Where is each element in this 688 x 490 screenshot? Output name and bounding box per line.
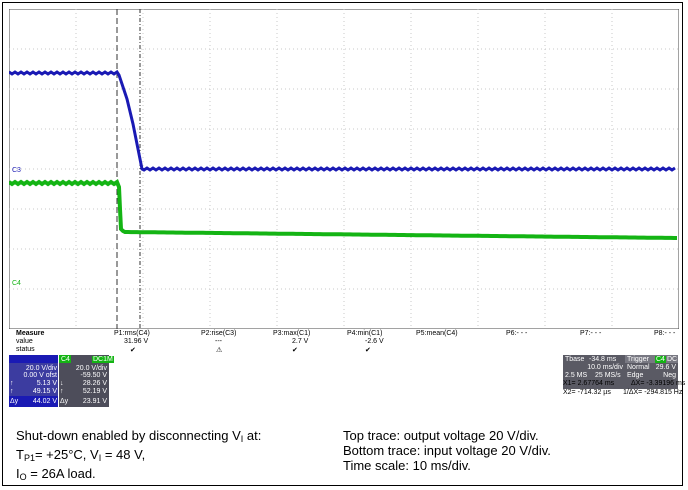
timebase-panel[interactable]: Tbase -34.8 ms Trigger C4 DC 10.0 ms/div… [563,355,678,389]
measure-p7-label: P7:- - - [580,330,602,337]
cursor1-c4-arrow: ↓ [60,380,64,387]
cursor-x1: X1= 2.67764 ms [563,380,615,387]
caption-bottom-trace: Bottom trace: input voltage 20 V/div. [343,443,551,458]
measure-p5-label: P5:mean(C4) [416,330,458,337]
measure-p2-status: ⚠ [216,347,223,354]
c4-marker: C4 [12,280,21,287]
measure-p1-value: 31.96 V [124,338,149,345]
c3-marker: C3 [12,167,21,174]
measure-p1-status: ✔ [130,347,136,354]
delta-label-c4: Δy [60,398,69,405]
delta-c3: 44.02 V [32,398,57,405]
row-label-value: value [16,338,33,345]
trigger-coupling: DC [667,356,678,363]
c4-scale: 20.0 V/div [75,365,107,372]
measure-p3-value: 2.7 V [292,338,309,345]
c3-scale: 20.0 V/div [25,365,57,372]
c4-offset: -59.50 V [80,372,107,379]
cursor2-c4-arrow: ↑ [60,388,64,395]
trigger-bar [625,355,678,363]
delta-c4: 23.91 V [82,398,107,405]
trigger-label: Trigger [627,356,649,363]
output-voltage-trace [9,69,676,172]
cursor-lines [116,9,141,329]
channel-panel[interactable]: C4 DC1M 20.0 V/div 0.00 V ofst 20.0 V/di… [9,355,114,407]
timebase-div: 10.0 ms/div [587,364,623,371]
caption-conditions: Shut-down enabled by disconnecting VI at… [16,428,261,485]
measure-p8-label: P8:- - - [654,330,676,337]
c4-block [59,355,109,407]
caption-line-1: Shut-down enabled by disconnecting VI at… [16,428,262,444]
c4-tag [59,355,71,363]
caption-time-scale: Time scale: 10 ms/div. [343,458,471,473]
caption-line-3: IO = 26A load. [16,466,96,482]
measure-p3-label: P3:max(C1) [273,330,311,337]
input-voltage-trace [9,178,677,240]
cursor1-c3: 5.13 V [36,380,57,387]
sample-rate: 25 MS/s [595,372,621,379]
c3-offset: 0.00 V ofst [23,372,57,379]
sample-count: 2.5 MS [565,372,588,379]
trigger-channel: C4 [655,356,666,363]
figure-frame [2,2,683,486]
caption-traces: Top trace: output voltage 20 V/div. Bott… [343,428,551,473]
delta-bar [9,396,58,407]
measure-p2-value: --- [215,338,222,345]
measure-p4-value: -2.6 V [365,338,384,345]
cursor2-c4: 52.19 V [82,388,107,395]
measure-p6-label: P6:- - - [506,330,528,337]
cursor1-arrow: ↑ [10,380,14,387]
trigger-type: Edge [627,372,644,379]
trigger-slope: Neg [663,372,676,379]
caption-line-2: TP1= +25°C, VI = 48 V, [16,447,146,463]
measure-p4-status: ✔ [365,347,371,354]
tbase-label: Tbase [565,356,585,363]
measure-p1-label: P1:rms(C4) [114,330,150,337]
c3-header-bar [9,355,58,363]
row-label-status: status [16,346,35,353]
cursor-inv-dx: 1/ΔX= -294.815 Hz [623,389,683,396]
measure-p3-status: ✔ [292,347,298,354]
delta-label-c3: Δy [10,398,19,405]
caption-top-trace: Top trace: output voltage 20 V/div. [343,428,539,443]
cursor1-c4: 28.26 V [82,380,107,387]
trigger-mode: Normal [627,364,650,371]
measure-p2-label: P2:rise(C3) [201,330,237,337]
cursor-x2: X2= -714.32 µs [563,389,611,396]
c4-coupling: DC1M [92,356,114,363]
measure-header: Measure [16,330,45,337]
measure-p4-label: P4:min(C1) [347,330,383,337]
tbase-value: -34.8 ms [589,356,617,363]
trigger-level: 29.6 V [655,364,676,371]
oscilloscope-display: C3 C4 [9,9,679,329]
c4-label: C4 [61,356,70,363]
cursor2-arrow: ↑ [10,388,14,395]
measure-table: Measure value status P1:rms(C4) 31.96 V … [16,330,684,358]
cursor-dx: ΔX= -3.39196 ms [631,380,686,387]
cursor2-c3: 49.15 V [32,388,57,395]
